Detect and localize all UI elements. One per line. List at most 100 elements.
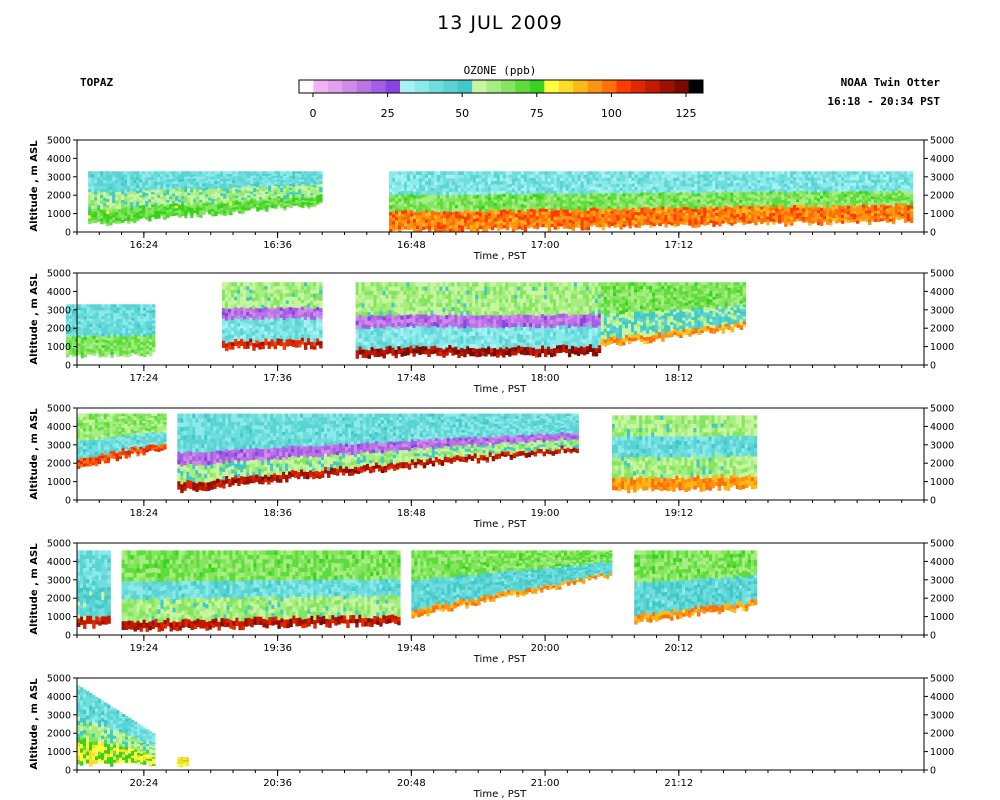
curtain-cell [214, 195, 218, 199]
curtain-cell [697, 217, 701, 222]
curtain-cell [667, 206, 671, 210]
curtain-cell [202, 197, 206, 201]
curtain-cell [631, 195, 635, 199]
curtain-cell [793, 207, 797, 211]
curtain-cell [86, 307, 91, 311]
curtain-cell [775, 182, 779, 186]
colorbar-swatch [515, 80, 531, 93]
curtain-cell [559, 195, 564, 200]
curtain-cell [879, 198, 884, 202]
curtain-cell [95, 307, 99, 311]
curtain-cell [472, 198, 477, 203]
curtain-cell [586, 216, 590, 221]
curtain-cell [613, 177, 617, 182]
curtain-cell [873, 188, 878, 192]
curtain-cell [196, 204, 200, 208]
curtain-cell [805, 207, 809, 212]
curtain-cell [448, 218, 453, 222]
curtain-cell [790, 222, 794, 226]
curtain-cell [571, 227, 576, 231]
curtain-cell [790, 213, 794, 217]
curtain-cell [811, 217, 815, 221]
curtain-cell [823, 188, 827, 192]
curtain-cell [772, 174, 776, 178]
curtain-cell [265, 171, 269, 174]
curtain-cell [745, 217, 749, 221]
curtain-cell [404, 222, 408, 227]
curtain-cell [595, 180, 599, 185]
curtain-cell [163, 203, 167, 207]
curtain-cell [838, 199, 842, 203]
curtain-cell [754, 195, 758, 199]
curtain-cell [496, 214, 501, 218]
curtain-cell [568, 219, 573, 223]
curtain-cell [190, 204, 194, 208]
curtain-cell [104, 351, 108, 355]
curtain-cell [733, 200, 737, 204]
curtain-cell [484, 215, 489, 219]
curtain-cell [104, 318, 108, 323]
curtain-cell [310, 177, 314, 180]
curtain-cell [724, 188, 728, 192]
curtain-cell [736, 176, 740, 181]
curtain-cell [145, 179, 149, 183]
curtain-cell [709, 202, 713, 206]
curtain-cell [247, 197, 251, 200]
curtain-cell [643, 218, 647, 222]
curtain-cell [439, 208, 444, 213]
curtain-cell [463, 206, 468, 211]
curtain-cell [844, 204, 848, 209]
curtain-cell [622, 220, 626, 225]
curtain-cell [190, 194, 194, 198]
curtain-cell [460, 211, 465, 216]
curtain-cell [556, 216, 561, 220]
curtain-cell [751, 171, 755, 175]
curtain-cell [897, 187, 902, 191]
curtain-cell [601, 216, 605, 221]
curtain-cell [619, 203, 623, 208]
curtain-cell [697, 186, 701, 191]
curtain-cell [256, 208, 260, 212]
curtain-cell [412, 188, 417, 192]
curtain-cell [685, 180, 689, 184]
curtain-cell [769, 218, 773, 222]
curtain-cell [451, 194, 456, 199]
curtain-cell [891, 177, 896, 181]
curtain-cell [421, 203, 426, 208]
curtain-cell [736, 171, 740, 175]
curtain-cell [116, 342, 120, 346]
curtain-cell [289, 189, 293, 192]
curtain-cell [259, 198, 263, 202]
curtain-cell [181, 205, 185, 209]
curtain-cell [65, 313, 70, 317]
curtain-cell [852, 176, 857, 181]
curtain-cell [304, 182, 308, 186]
curtain-cell [529, 177, 534, 181]
curtain-cell [100, 171, 104, 175]
curtain-cell [74, 321, 79, 325]
curtain-cell [424, 196, 429, 201]
curtain-cell [401, 216, 405, 221]
curtain-cell [613, 183, 617, 188]
curtain-cell [817, 192, 821, 196]
curtain-cell [676, 195, 680, 199]
curtain-cell [193, 171, 197, 174]
curtain-cell [169, 176, 173, 180]
curtain-cell [136, 193, 140, 197]
curtain-cell [700, 218, 704, 222]
curtain-cell [107, 318, 111, 322]
curtain-cell [625, 222, 629, 227]
curtain-cell [145, 200, 149, 204]
curtain-cell [484, 225, 489, 230]
curtain-cell [404, 180, 408, 185]
curtain-cell [888, 199, 893, 203]
curtain-cell [580, 187, 585, 192]
curtain-cell [457, 197, 462, 202]
curtain-cell [89, 332, 94, 336]
curtain-cell [241, 206, 245, 210]
curtain-cell [395, 171, 399, 175]
curtain-cell [115, 177, 119, 181]
curtain-cell [808, 180, 812, 184]
curtain-cell [694, 202, 698, 206]
curtain-cell [433, 184, 438, 189]
